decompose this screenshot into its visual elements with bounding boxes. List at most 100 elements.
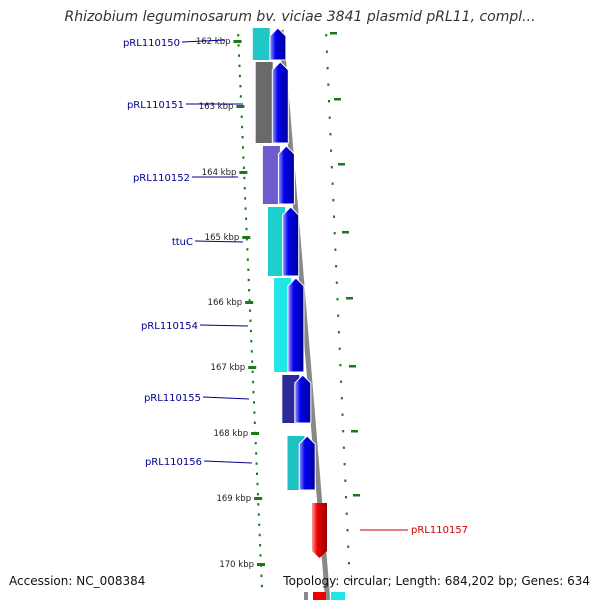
ruler-dot xyxy=(333,215,335,218)
gene-label: pRL110155 xyxy=(144,393,201,404)
tick-mark xyxy=(334,98,341,101)
gene-label: pRL110154 xyxy=(141,321,198,332)
tick-mark xyxy=(239,171,248,174)
ruler-dot xyxy=(332,199,335,202)
ruler-dot xyxy=(253,401,255,404)
tick-mark xyxy=(248,366,257,369)
gene-label-pRL110156: pRL110156 xyxy=(145,457,253,468)
ruler-dot xyxy=(240,115,243,118)
cds-arrow-forward xyxy=(271,61,289,144)
ruler-dot xyxy=(241,125,244,129)
ruler-dot xyxy=(242,146,244,149)
ruler-dot xyxy=(243,176,246,180)
ruler-dot xyxy=(251,370,254,373)
ruler-dot xyxy=(342,430,345,433)
ruler-dot xyxy=(342,446,345,449)
ruler-dot xyxy=(260,574,263,577)
ruler-dot xyxy=(242,156,245,159)
ruler-dot xyxy=(239,95,242,98)
ruler-dot xyxy=(325,34,328,37)
ruler-dot xyxy=(253,411,256,414)
tick-mark xyxy=(236,105,245,108)
ruler-dot xyxy=(336,298,339,301)
ruler-dot xyxy=(254,442,257,445)
tick-label: 167 kbp xyxy=(211,363,246,373)
leader-line xyxy=(181,39,226,43)
tick-label: 165 kbp xyxy=(205,233,240,243)
ruler-dot xyxy=(251,360,254,363)
ruler-dot xyxy=(334,248,337,251)
ruler-dot xyxy=(337,314,340,317)
ruler-dot xyxy=(242,166,245,169)
gene-label: pRL110152 xyxy=(133,173,190,184)
ruler-dot xyxy=(248,289,251,292)
cds-arrow-forward xyxy=(287,277,305,373)
ruler-dot xyxy=(347,545,350,548)
tick-label: 164 kbp xyxy=(202,168,237,178)
tick-mark xyxy=(342,231,349,234)
ruler-dot xyxy=(338,347,341,350)
ruler-dot xyxy=(247,278,250,282)
ruler-dot xyxy=(238,54,240,57)
tick-mark xyxy=(233,40,242,43)
ruler-dot xyxy=(250,350,253,353)
ruler-dot xyxy=(246,258,249,261)
ruler-dot xyxy=(346,529,349,532)
ruler-dot xyxy=(246,248,249,251)
tick-mark xyxy=(349,365,356,368)
gene-label-pRL110154: pRL110154 xyxy=(141,321,249,332)
cds-arrow-reverse xyxy=(312,503,327,558)
ruler-dot xyxy=(339,364,342,367)
ruler-dot xyxy=(258,523,261,526)
topology-text: Topology: circular; Length: 684,202 bp; … xyxy=(283,574,590,588)
ruler-dot xyxy=(238,64,241,67)
gene-label-pRL110150: pRL110150 xyxy=(123,38,226,49)
gene-label-ttuC: ttuC xyxy=(172,237,244,248)
ruler-dot xyxy=(252,380,255,384)
cds-arrow-forward xyxy=(269,27,287,61)
ruler-dot xyxy=(340,397,343,400)
gene-label: pRL110156 xyxy=(145,457,202,468)
ruler-dot xyxy=(343,463,346,466)
ruler-dot xyxy=(249,309,251,312)
ruler-dot xyxy=(335,281,338,284)
ruler-dot xyxy=(249,319,252,322)
ruler-dot xyxy=(348,578,351,581)
tick-mark xyxy=(242,236,251,239)
cds-arrow-reverse xyxy=(313,592,326,600)
ruler-dot xyxy=(331,182,334,185)
tick-mark xyxy=(245,301,254,304)
ruler-dot xyxy=(345,496,347,499)
ruler-dot xyxy=(241,136,244,139)
ruler-dot xyxy=(259,554,262,557)
ruler-dot xyxy=(245,238,248,241)
ruler-dot xyxy=(257,513,260,516)
cds-arrow-forward xyxy=(294,374,312,424)
ruler-dot xyxy=(252,391,255,394)
ruler-dot xyxy=(237,34,240,37)
ruler-dot xyxy=(325,50,328,53)
feature-band xyxy=(252,28,270,60)
tick-mark xyxy=(353,494,360,497)
ruler-dot xyxy=(344,479,347,482)
ruler-dot xyxy=(347,562,350,565)
backbone-arc xyxy=(304,592,308,600)
tick-mark xyxy=(346,297,353,300)
ruler-dot xyxy=(345,512,348,515)
ruler-dot xyxy=(244,197,247,200)
ruler-dot xyxy=(260,584,263,588)
cds-arrow-forward xyxy=(298,435,316,491)
feature-band xyxy=(268,207,285,276)
ruler-dot xyxy=(255,452,258,455)
ruler-dot xyxy=(245,227,248,231)
gene-label: pRL110150 xyxy=(123,38,180,49)
ruler-dot xyxy=(247,268,250,271)
tick-label: 169 kbp xyxy=(216,494,251,504)
gene-label-pRL110151: pRL110151 xyxy=(127,100,243,111)
ruler-dot xyxy=(327,83,330,86)
ruler-dot xyxy=(259,544,262,547)
accession-text: Accession: NC_008384 xyxy=(9,574,146,588)
ruler-dot xyxy=(329,133,332,136)
ruler-dot xyxy=(340,380,343,383)
feature-band xyxy=(262,146,280,204)
